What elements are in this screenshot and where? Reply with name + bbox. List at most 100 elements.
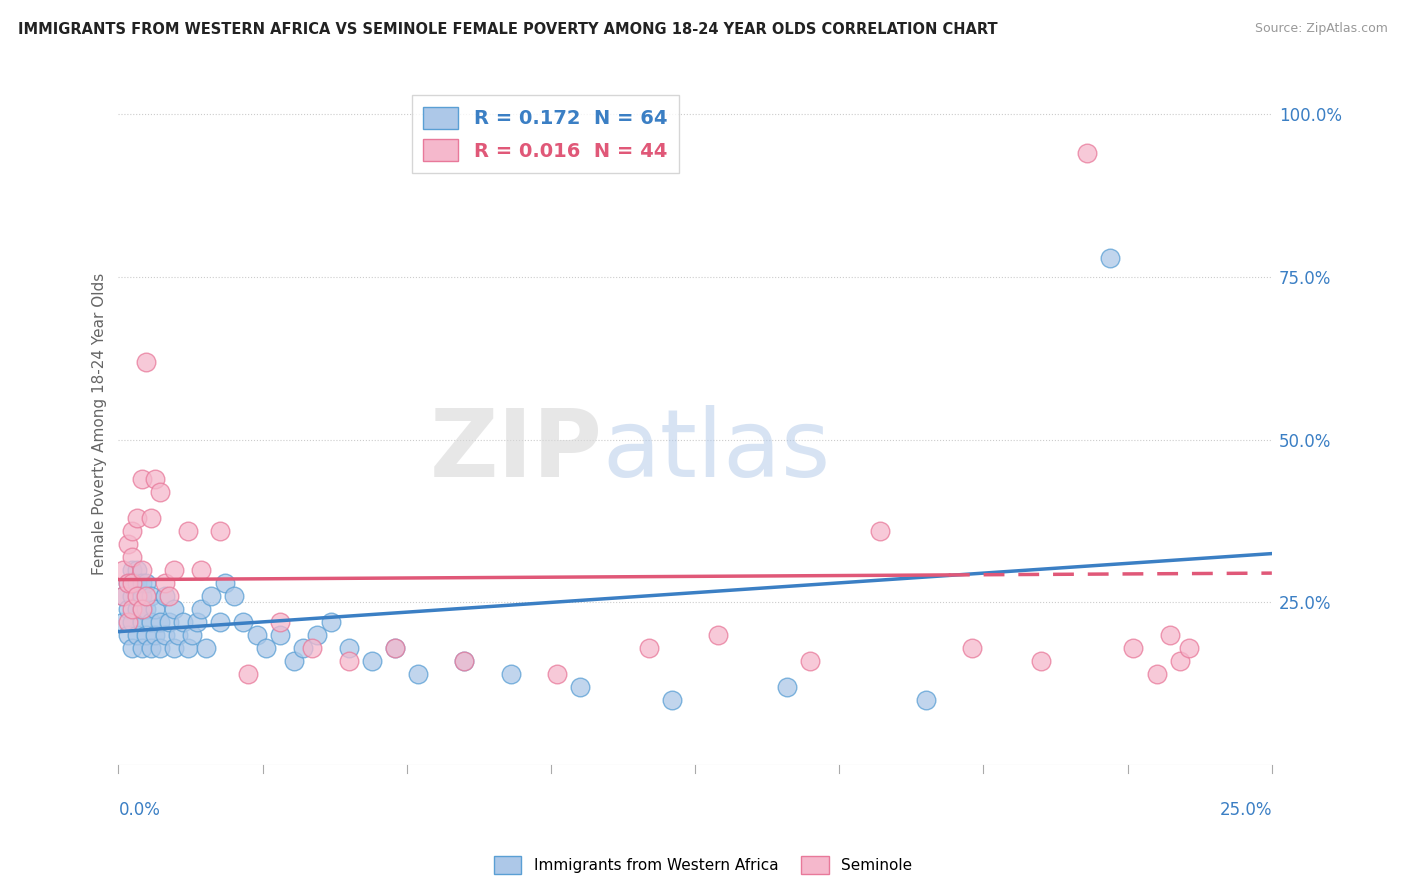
Point xyxy=(139,511,162,525)
Point xyxy=(1146,667,1168,681)
Point xyxy=(153,628,176,642)
Point xyxy=(153,589,176,603)
Point xyxy=(131,640,153,655)
Point xyxy=(232,615,254,629)
Point xyxy=(546,667,568,681)
Point xyxy=(163,602,186,616)
Point xyxy=(246,628,269,642)
Point xyxy=(163,640,186,655)
Point xyxy=(131,589,153,603)
Point xyxy=(135,602,157,616)
Point xyxy=(1168,654,1191,668)
Point xyxy=(139,589,162,603)
Point xyxy=(869,524,891,538)
Point xyxy=(157,615,180,629)
Point xyxy=(960,640,983,655)
Point xyxy=(301,640,323,655)
Point xyxy=(208,524,231,538)
Point xyxy=(291,640,314,655)
Point xyxy=(117,602,139,616)
Point xyxy=(176,524,198,538)
Point xyxy=(1122,640,1144,655)
Point xyxy=(149,484,172,499)
Point xyxy=(125,511,148,525)
Point xyxy=(167,628,190,642)
Point xyxy=(181,628,204,642)
Point xyxy=(499,667,522,681)
Point xyxy=(135,575,157,590)
Point xyxy=(112,589,135,603)
Point xyxy=(139,615,162,629)
Point xyxy=(121,615,143,629)
Point xyxy=(112,589,135,603)
Point xyxy=(112,615,135,629)
Point xyxy=(176,640,198,655)
Point xyxy=(190,563,212,577)
Point xyxy=(269,615,291,629)
Point xyxy=(121,575,143,590)
Point xyxy=(149,615,172,629)
Point xyxy=(125,563,148,577)
Point xyxy=(149,640,172,655)
Point xyxy=(1076,146,1098,161)
Point xyxy=(117,575,139,590)
Point xyxy=(1178,640,1201,655)
Point xyxy=(222,589,245,603)
Point xyxy=(143,472,166,486)
Point xyxy=(195,640,218,655)
Text: ZIP: ZIP xyxy=(430,405,603,497)
Point xyxy=(117,537,139,551)
Point xyxy=(135,589,157,603)
Point xyxy=(568,680,591,694)
Point xyxy=(707,628,730,642)
Point xyxy=(121,589,143,603)
Point xyxy=(337,640,360,655)
Point xyxy=(125,628,148,642)
Point xyxy=(661,693,683,707)
Point xyxy=(190,602,212,616)
Point xyxy=(131,575,153,590)
Point xyxy=(236,667,259,681)
Point xyxy=(121,524,143,538)
Point xyxy=(153,575,176,590)
Point xyxy=(408,667,430,681)
Point xyxy=(200,589,222,603)
Text: IMMIGRANTS FROM WESTERN AFRICA VS SEMINOLE FEMALE POVERTY AMONG 18-24 YEAR OLDS : IMMIGRANTS FROM WESTERN AFRICA VS SEMINO… xyxy=(18,22,998,37)
Point xyxy=(1099,251,1122,265)
Y-axis label: Female Poverty Among 18-24 Year Olds: Female Poverty Among 18-24 Year Olds xyxy=(93,272,107,574)
Point xyxy=(1159,628,1181,642)
Point xyxy=(214,575,236,590)
Point xyxy=(125,602,148,616)
Point xyxy=(914,693,936,707)
Point xyxy=(776,680,799,694)
Point xyxy=(283,654,305,668)
Point xyxy=(453,654,475,668)
Text: atlas: atlas xyxy=(603,405,831,497)
Point xyxy=(131,602,153,616)
Point xyxy=(143,628,166,642)
Point xyxy=(121,549,143,564)
Point xyxy=(131,472,153,486)
Point xyxy=(125,575,148,590)
Point xyxy=(135,354,157,368)
Legend: R = 0.172  N = 64, R = 0.016  N = 44: R = 0.172 N = 64, R = 0.016 N = 44 xyxy=(412,95,679,173)
Point xyxy=(337,654,360,668)
Point xyxy=(157,589,180,603)
Point xyxy=(139,640,162,655)
Point xyxy=(319,615,342,629)
Point xyxy=(172,615,194,629)
Text: 25.0%: 25.0% xyxy=(1219,801,1272,819)
Point xyxy=(254,640,277,655)
Point xyxy=(799,654,821,668)
Point xyxy=(384,640,406,655)
Point xyxy=(453,654,475,668)
Point xyxy=(131,615,153,629)
Point xyxy=(305,628,328,642)
Point xyxy=(384,640,406,655)
Point xyxy=(135,628,157,642)
Point xyxy=(131,602,153,616)
Text: Source: ZipAtlas.com: Source: ZipAtlas.com xyxy=(1254,22,1388,36)
Point xyxy=(208,615,231,629)
Point xyxy=(117,628,139,642)
Point xyxy=(638,640,661,655)
